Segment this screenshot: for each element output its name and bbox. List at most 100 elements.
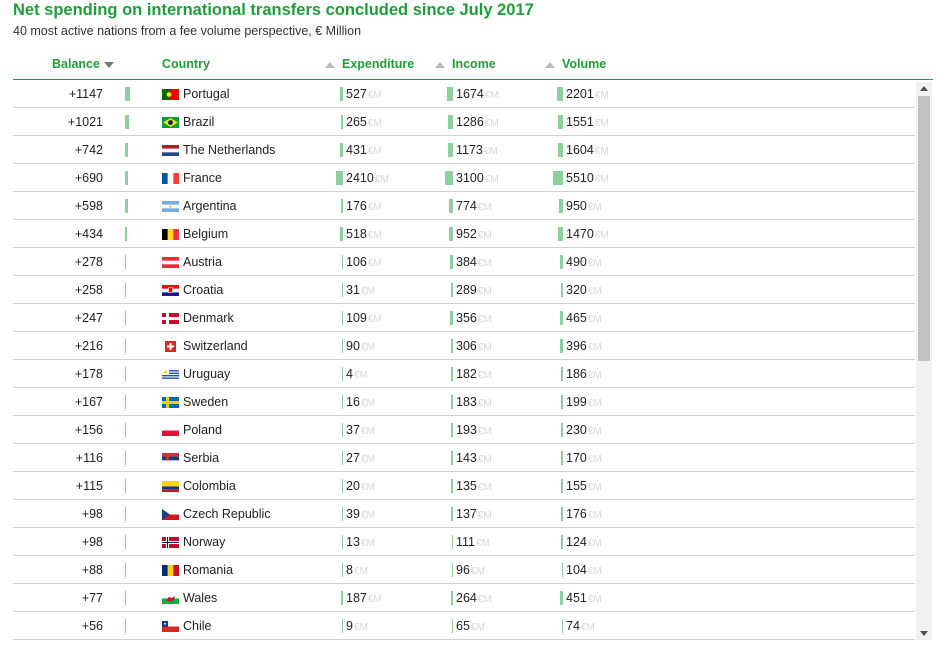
- income-bar: [451, 451, 453, 465]
- unit-label: €M: [360, 482, 375, 493]
- income-value: 289€M: [456, 283, 492, 297]
- expenditure-number: 39: [346, 507, 360, 521]
- volume-value: 74€M: [566, 619, 595, 633]
- unit-label: €M: [367, 90, 382, 101]
- balance-bar: [125, 591, 126, 605]
- expenditure-value: 106€M: [346, 255, 382, 269]
- income-value: 384€M: [456, 255, 492, 269]
- unit-label: €M: [477, 594, 492, 605]
- table-row[interactable]: +98 Norway 13€M 111€M 124€M: [13, 528, 915, 556]
- volume-value: 490€M: [566, 255, 602, 269]
- column-header-income[interactable]: Income: [452, 57, 496, 71]
- balance-value: +690: [74, 171, 103, 185]
- expenditure-bar: [340, 87, 343, 101]
- sort-income-icon[interactable]: [435, 62, 445, 68]
- unit-label: €M: [587, 286, 602, 297]
- column-header-country[interactable]: Country: [162, 57, 210, 71]
- balance-value: +742: [74, 143, 103, 157]
- unit-label: €M: [360, 538, 375, 549]
- scroll-up-arrow-icon[interactable]: [920, 86, 928, 91]
- scroll-down-arrow-icon[interactable]: [920, 631, 928, 636]
- scrollbar-thumb[interactable]: [918, 96, 930, 361]
- column-header-expenditure[interactable]: Expenditure: [342, 57, 415, 71]
- unit-label: €M: [477, 398, 492, 409]
- sort-volume-icon[interactable]: [545, 62, 555, 68]
- country-name: Poland: [183, 423, 222, 437]
- expenditure-bar: [336, 171, 343, 185]
- income-number: 137: [456, 507, 477, 521]
- expenditure-value: 9€M: [346, 619, 368, 633]
- volume-number: 124: [566, 535, 587, 549]
- expenditure-number: 13: [346, 535, 360, 549]
- volume-bar: [558, 115, 563, 129]
- volume-number: 176: [566, 507, 587, 521]
- table-row[interactable]: +116 Serbia 27€M 143€M 170€M: [13, 444, 915, 472]
- table-row[interactable]: +216 Switzerland 90€M 306€M 396€M: [13, 332, 915, 360]
- balance-bar: [125, 367, 126, 381]
- volume-bar: [559, 199, 563, 213]
- unit-label: €M: [367, 118, 382, 129]
- volume-bar: [561, 535, 563, 549]
- balance-value: +258: [74, 283, 103, 297]
- income-bar: [451, 367, 453, 381]
- table-row[interactable]: +434 Belgium 518€M 952€M 1470€M: [13, 220, 915, 248]
- table-row[interactable]: +88 Romania 8€M 96€M 104€M: [13, 556, 915, 584]
- table-row[interactable]: +1147 Portugal 527€M 1674€M 2201€M: [13, 80, 915, 108]
- balance-bar: [125, 619, 126, 633]
- table-row[interactable]: +77 Wales 187€M 264€M 451€M: [13, 584, 915, 612]
- table-row[interactable]: +690 France 2410€M 3100€M 5510€M: [13, 164, 915, 192]
- portugal-flag: [162, 89, 179, 100]
- sort-descending-icon[interactable]: [104, 62, 114, 68]
- expenditure-bar: [341, 115, 343, 129]
- volume-number: 1604: [566, 143, 594, 157]
- romania-flag: [162, 565, 179, 576]
- expenditure-bar: [342, 283, 343, 297]
- volume-bar: [561, 479, 563, 493]
- income-number: 384: [456, 255, 477, 269]
- column-header-volume[interactable]: Volume: [562, 57, 607, 71]
- country-name: Norway: [183, 535, 226, 549]
- country-name: Colombia: [183, 479, 236, 493]
- expenditure-value: 90€M: [346, 339, 375, 353]
- column-header-balance[interactable]: Balance: [52, 57, 100, 71]
- income-bar: [450, 255, 453, 269]
- volume-number: 320: [566, 283, 587, 297]
- table-row[interactable]: +156 Poland 37€M 193€M 230€M: [13, 416, 915, 444]
- table-row[interactable]: +178 Uruguay 4€M 182€M 186€M: [13, 360, 915, 388]
- table-row[interactable]: +598 Argentina 176€M 774€M 950€M: [13, 192, 915, 220]
- table-row[interactable]: +258 Croatia 31€M 289€M 320€M: [13, 276, 915, 304]
- table-row[interactable]: +1021 Brazil 265€M 1286€M 1551€M: [13, 108, 915, 136]
- unit-label: €M: [594, 90, 609, 101]
- expenditure-bar: [340, 227, 343, 241]
- expenditure-value: 27€M: [346, 451, 375, 465]
- chile-flag: [162, 621, 179, 632]
- table-row[interactable]: +56 Chile 9€M 65€M 74€M: [13, 612, 915, 640]
- table-row[interactable]: +742 The Netherlands 431€M 1173€M 1604€M: [13, 136, 915, 164]
- income-number: 1674: [456, 87, 484, 101]
- expenditure-number: 109: [346, 311, 367, 325]
- income-bar: [448, 115, 453, 129]
- table-row[interactable]: +278 Austria 106€M 384€M 490€M: [13, 248, 915, 276]
- sort-expenditure-icon[interactable]: [325, 62, 335, 68]
- table-row[interactable]: +247 Denmark 109€M 356€M 465€M: [13, 304, 915, 332]
- income-bar: [451, 339, 453, 353]
- expenditure-value: 4€M: [346, 367, 368, 381]
- expenditure-bar: [341, 591, 343, 605]
- expenditure-number: 106: [346, 255, 367, 269]
- balance-value: +115: [75, 479, 103, 493]
- balance-value: +98: [81, 535, 103, 549]
- unit-label: €M: [483, 146, 498, 157]
- country-name: Romania: [183, 563, 234, 577]
- income-number: 96: [456, 563, 470, 577]
- brazil-flag: [162, 117, 179, 128]
- country-name: Wales: [183, 591, 218, 605]
- table-row[interactable]: +167 Sweden 16€M 183€M 199€M: [13, 388, 915, 416]
- volume-bar: [561, 423, 563, 437]
- balance-value: +1147: [68, 87, 103, 101]
- table-row[interactable]: +115 Colombia 20€M 135€M 155€M: [13, 472, 915, 500]
- unit-label: €M: [587, 342, 602, 353]
- volume-bar: [560, 255, 563, 269]
- unit-label: €M: [594, 146, 609, 157]
- table-row[interactable]: +98 Czech Republic 39€M 137€M 176€M: [13, 500, 915, 528]
- vertical-scrollbar[interactable]: [916, 82, 932, 640]
